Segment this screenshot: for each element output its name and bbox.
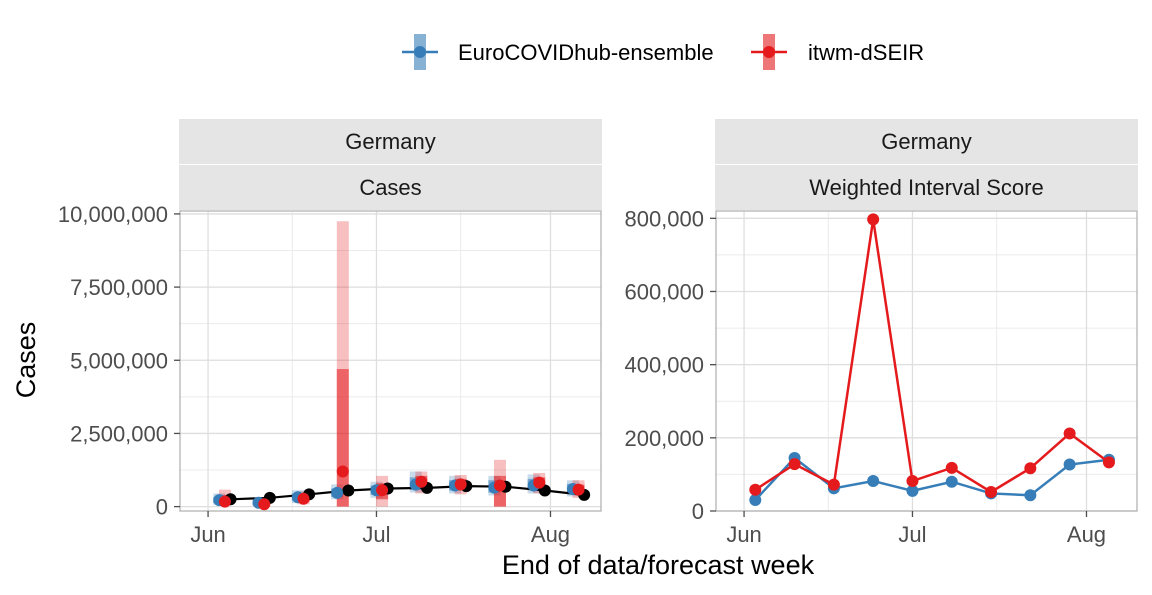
series-point-itwm-dseir xyxy=(1102,456,1115,469)
series-point-itwm-dseir xyxy=(533,476,546,489)
panel-border xyxy=(179,210,602,512)
x-tick-label: Jun xyxy=(726,522,761,547)
series-point-eurocovidhub-ensemble xyxy=(945,475,958,488)
x-tick-label: Aug xyxy=(531,522,570,547)
series-point-itwm-dseir xyxy=(415,475,428,488)
strip-left-top-bg xyxy=(179,119,602,164)
series-point-itwm-dseir xyxy=(985,485,998,498)
strip-left-top-label: Germany xyxy=(345,129,435,154)
x-axis-title: End of data/forecast week xyxy=(502,550,815,580)
y-tick-label: 600,000 xyxy=(624,279,704,304)
series-point-itwm-dseir xyxy=(749,483,762,496)
y-tick-label: 400,000 xyxy=(624,353,704,378)
strip-left-bottom-label: Cases xyxy=(359,175,421,200)
series-point-itwm-dseir xyxy=(297,492,310,505)
x-tick-label: Jul xyxy=(898,522,926,547)
panel-background xyxy=(180,211,601,511)
legend-item-ensemble: EuroCOVIDhub-ensemble xyxy=(402,34,714,70)
series-point-eurocovidhub-ensemble xyxy=(867,475,880,487)
strip-right-bottom-label: Weighted Interval Score xyxy=(809,175,1043,200)
legend-item-itwm: itwm-dSEIR xyxy=(751,34,924,70)
legend-label-itwm: itwm-dSEIR xyxy=(808,40,924,65)
series-point-itwm-dseir xyxy=(827,478,840,491)
strip-right-top-bg xyxy=(715,119,1138,164)
series-point-itwm-dseir xyxy=(1063,427,1076,440)
series-point-itwm-dseir xyxy=(336,465,349,478)
strip-left-bottom-bg xyxy=(179,165,602,210)
panel-wis: 0 200,000 400,000 600,000 800,000 Jun Jul Aug xyxy=(624,206,1138,547)
strip-left: Germany Cases xyxy=(179,119,602,210)
y-tick-label: 2,500,000 xyxy=(70,421,168,446)
panel-cases: 0 2,500,000 5,000,000 7,500,000 10,000,000 Ju… xyxy=(58,202,602,547)
series-point-eurocovidhub-ensemble xyxy=(906,484,919,497)
series-point-eurocovidhub-ensemble xyxy=(1063,458,1076,471)
observed-point xyxy=(342,484,355,497)
observed-line xyxy=(230,485,585,501)
series-point-itwm-dseir xyxy=(867,213,880,226)
panel-border xyxy=(715,210,1138,512)
y-tick-label: 5,000,000 xyxy=(70,348,168,373)
y-axis-title: Cases xyxy=(11,322,41,399)
series-point-itwm-dseir xyxy=(1024,462,1037,475)
series-line-itwm-dseir xyxy=(754,219,1110,494)
y-tick-label: 800,000 xyxy=(624,206,704,231)
series-point-eurocovidhub-ensemble xyxy=(1024,489,1037,502)
legend-key-itwm-point xyxy=(763,46,775,58)
series-point-eurocovidhub-ensemble xyxy=(331,486,344,499)
series-point-itwm-dseir xyxy=(945,461,958,474)
series-point-itwm-dseir xyxy=(376,484,389,497)
series-point-itwm-dseir xyxy=(454,478,467,491)
y-tick-label: 7,500,000 xyxy=(70,275,168,300)
series-point-itwm-dseir xyxy=(493,479,506,492)
legend-key-ensemble-point xyxy=(414,46,426,58)
x-tick-label: Aug xyxy=(1067,522,1106,547)
series-point-itwm-dseir xyxy=(906,475,919,487)
legend: EuroCOVIDhub-ensemble itwm-dSEIR xyxy=(402,34,924,70)
series-point-eurocovidhub-ensemble xyxy=(749,494,762,507)
strip-right: Germany Weighted Interval Score xyxy=(715,119,1138,210)
y-tick-label: 10,000,000 xyxy=(58,202,168,227)
series-point-itwm-dseir xyxy=(258,498,271,511)
series-point-itwm-dseir xyxy=(218,495,231,508)
y-tick-label: 0 xyxy=(692,499,704,524)
y-tick-label: 200,000 xyxy=(624,426,704,451)
strip-right-bottom-bg xyxy=(715,165,1138,210)
x-tick-label: Jun xyxy=(190,522,225,547)
series-point-itwm-dseir xyxy=(788,458,801,471)
series-point-itwm-dseir xyxy=(572,483,585,496)
y-tick-label: 0 xyxy=(156,495,168,520)
x-tick-label: Jul xyxy=(362,522,390,547)
strip-right-top-label: Germany xyxy=(881,129,971,154)
legend-label-ensemble: EuroCOVIDhub-ensemble xyxy=(458,40,714,65)
